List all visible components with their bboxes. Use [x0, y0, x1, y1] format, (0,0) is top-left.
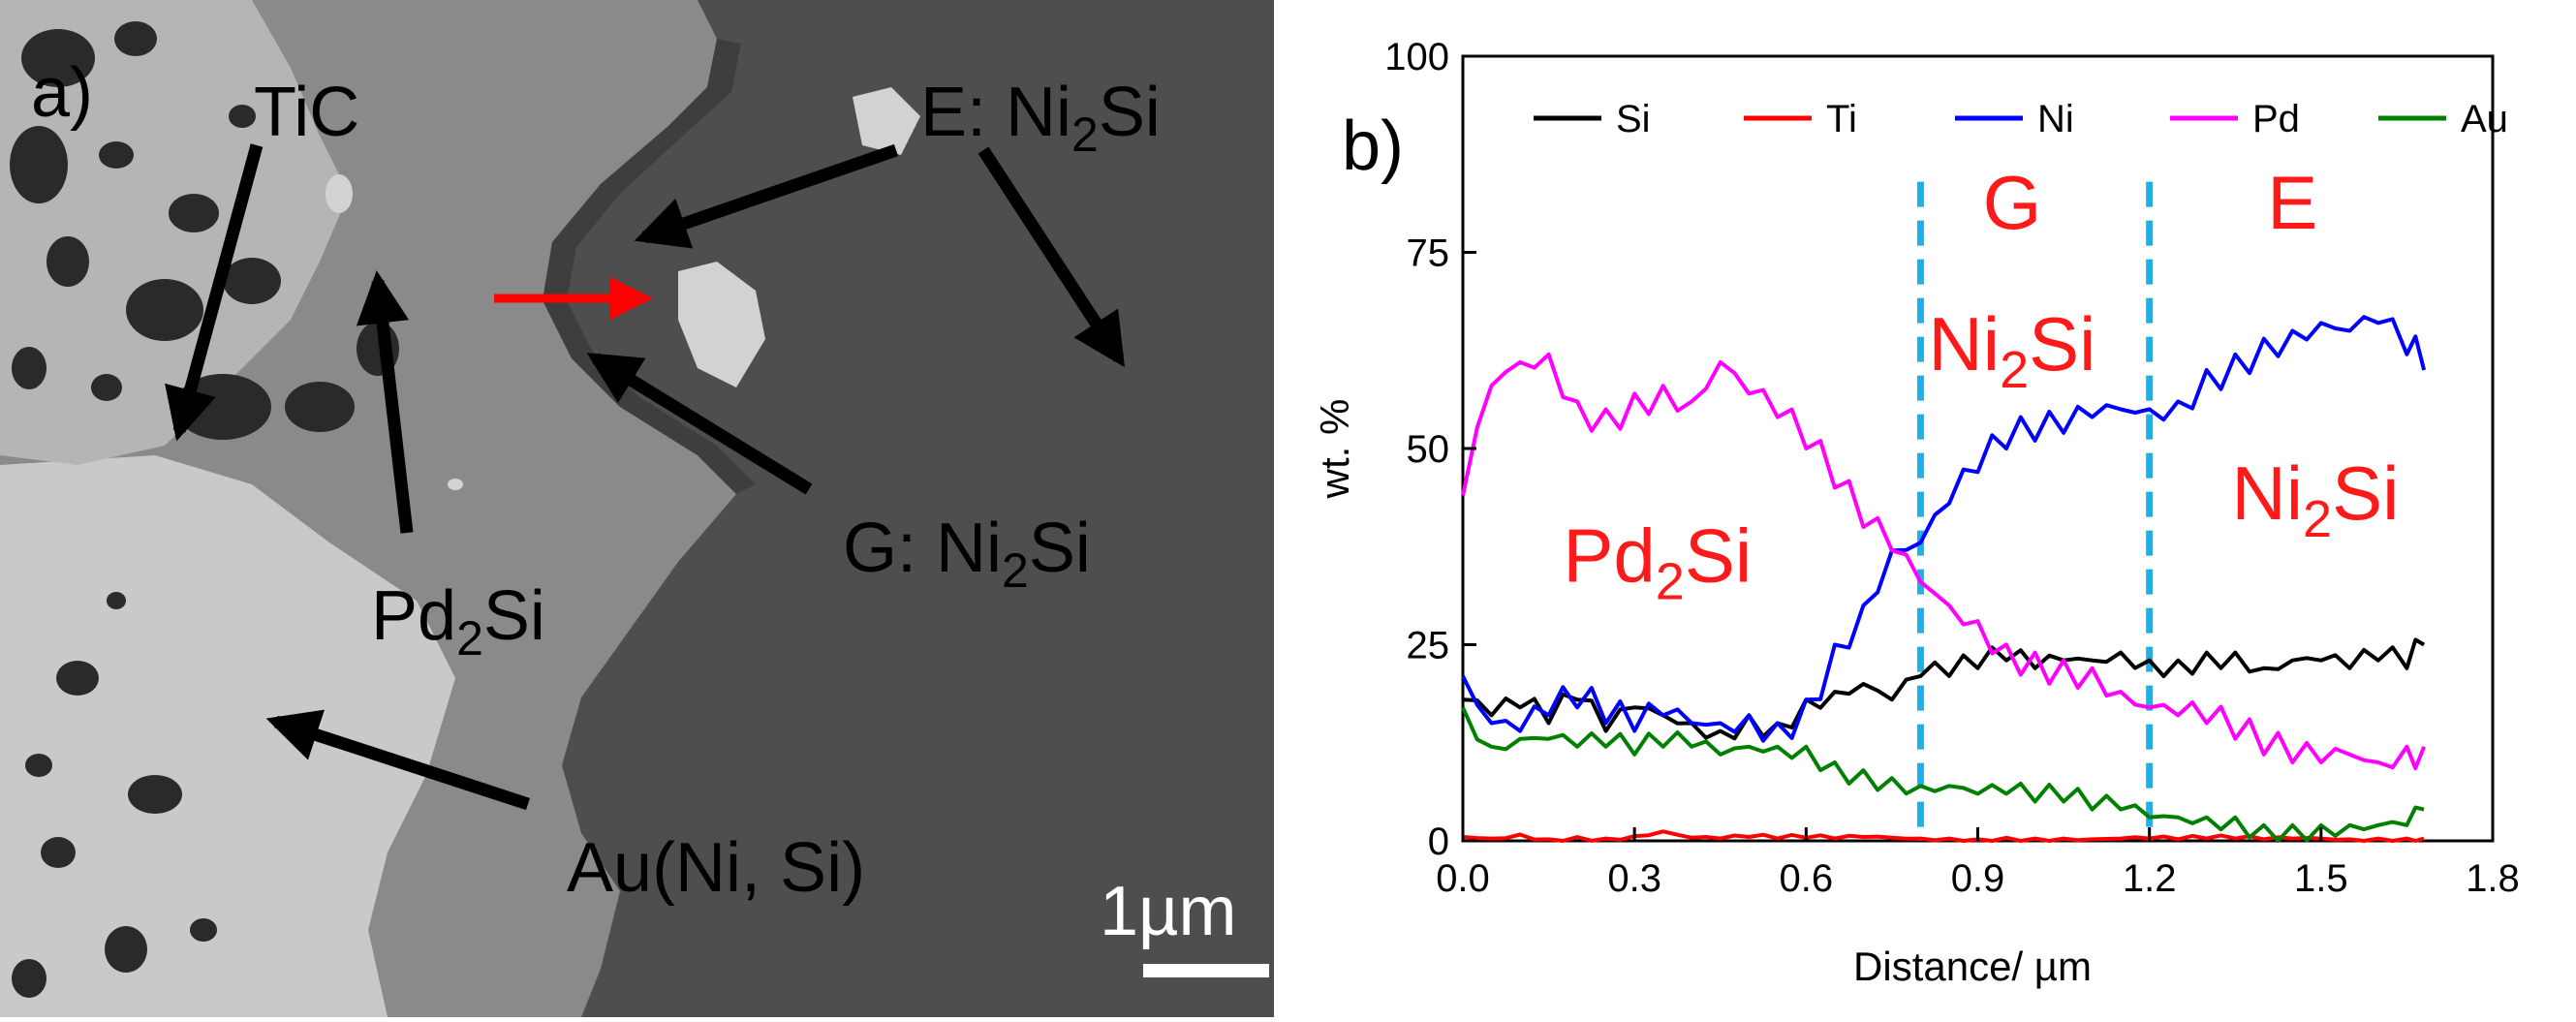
legend: Si Ti Ni Pd Au — [1534, 98, 2508, 140]
plot-frame — [1461, 54, 2495, 843]
series-line-pd — [1461, 352, 2426, 771]
panel-a-label: a) — [31, 54, 93, 132]
x-tick-label: 1.2 — [2123, 857, 2177, 900]
y-tick-label: 100 — [1384, 36, 1449, 78]
x-tick-label: 0.3 — [1607, 857, 1661, 900]
y-tick-label: 25 — [1407, 625, 1450, 667]
y-axis-label: wt. % — [1312, 399, 1357, 500]
series-line-au — [1461, 706, 2425, 843]
region-label: G — [1983, 160, 2042, 245]
x-tick-label: 0.6 — [1780, 857, 1834, 900]
series-line-ni — [1461, 315, 2427, 743]
label-pd2si: Pd2Si — [371, 577, 545, 666]
x-axis-ticks: 0.0 0.3 0.6 0.9 1.2 1.5 1.8 — [1436, 827, 2520, 900]
y-tick-label: 50 — [1407, 428, 1450, 471]
legend-label-ni: Ni — [2037, 98, 2074, 140]
label-g-ni2si: G: Ni2Si — [843, 510, 1091, 598]
arrow-pd2si — [356, 270, 414, 534]
region-labels: G Ni2Si E Ni2Si Pd2Si — [1563, 160, 2399, 611]
annotation-arrows — [165, 143, 1125, 811]
legend-label-ti: Ti — [1826, 98, 1857, 140]
region-label: Ni2Si — [2231, 450, 2399, 548]
boundary-lines — [1916, 181, 2154, 841]
sem-image: a) TiC E: Ni2Si G: Ni2Si Pd2Si Au(Ni, Si… — [0, 0, 1274, 1017]
arrow-e-right — [978, 146, 1125, 368]
y-tick-label: 75 — [1407, 232, 1450, 275]
series-lines — [1461, 315, 2427, 843]
y-tick-label: 0 — [1428, 821, 1449, 863]
arrow-tic — [165, 143, 264, 442]
x-tick-label: 0.0 — [1436, 857, 1490, 900]
legend-label-pd: Pd — [2252, 98, 2300, 140]
x-axis-label: Distance/ µm — [1853, 944, 2092, 989]
scale-bar-label: 1µm — [1100, 873, 1237, 950]
linescan-chart: b) 0 25 50 75 100 0.0 0.3 0.6 0.9 1.2 1.5 1.8 G Ni2… — [1312, 36, 2520, 989]
arrow-e-left — [634, 143, 899, 249]
arrow-au — [265, 709, 531, 811]
x-tick-label: 0.9 — [1951, 857, 2005, 900]
arrow-g — [586, 353, 813, 495]
tic-region — [0, 0, 349, 465]
sem-micrograph-panel: a) TiC E: Ni2Si G: Ni2Si Pd2Si Au(Ni, Si… — [0, 0, 1288, 1017]
label-au-ni-si: Au(Ni, Si) — [567, 829, 865, 907]
y-axis-ticks: 0 25 50 75 100 — [1384, 36, 1476, 863]
region-label: E — [2267, 160, 2317, 245]
scale-bar — [1143, 964, 1269, 977]
label-e-ni2si: E: Ni2Si — [920, 74, 1161, 162]
region-label: Ni2Si — [1928, 301, 2095, 399]
legend-label-au: Au — [2461, 98, 2508, 140]
x-tick-label: 1.5 — [2294, 857, 2348, 900]
label-tic: TiC — [254, 74, 359, 151]
bright-inclusions — [326, 87, 920, 490]
panel-b-label: b) — [1342, 108, 1404, 185]
legend-label-si: Si — [1616, 98, 1651, 140]
region-label: Pd2Si — [1563, 513, 1752, 611]
linescan-chart-panel: b) 0 25 50 75 100 0.0 0.3 0.6 0.9 1.2 1.5 1.8 G Ni2… — [1288, 0, 2576, 1017]
x-tick-label: 1.8 — [2466, 857, 2520, 900]
